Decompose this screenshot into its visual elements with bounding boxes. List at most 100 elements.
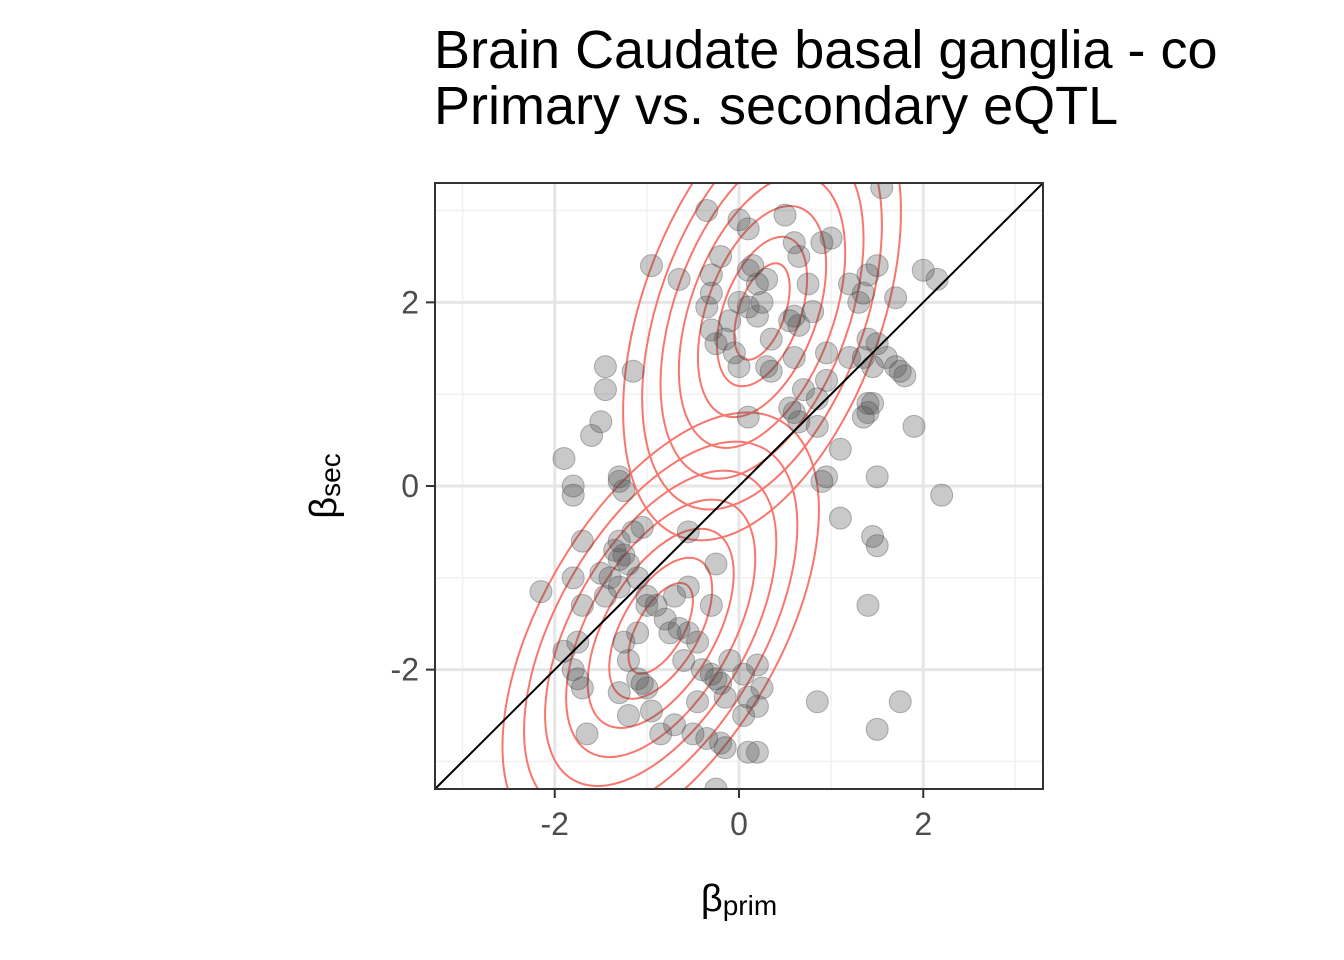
data-point <box>699 263 723 287</box>
data-point <box>732 704 756 728</box>
data-point <box>745 694 769 718</box>
x-axis-title-symbol: β <box>701 878 723 920</box>
chart-title: Brain Caudate basal ganglia - co Primary… <box>434 22 1344 134</box>
data-point <box>575 722 599 746</box>
data-point <box>805 690 829 714</box>
data-point <box>722 341 746 365</box>
data-point <box>787 410 811 434</box>
data-point <box>755 267 779 291</box>
data-point <box>736 405 760 429</box>
data-point <box>815 341 839 365</box>
data-point <box>884 286 908 310</box>
data-point <box>745 740 769 764</box>
data-point <box>695 727 719 750</box>
contour-mode-2-level-4 <box>565 498 757 759</box>
data-point <box>865 332 889 356</box>
data-point <box>709 671 733 695</box>
data-point <box>865 254 889 278</box>
data-point <box>856 391 880 415</box>
data-point <box>695 199 719 223</box>
data-point <box>699 593 723 617</box>
data-point <box>570 593 594 617</box>
data-point <box>639 254 663 278</box>
data-point <box>851 405 875 429</box>
data-point <box>598 566 622 590</box>
x-tick-label: -2 <box>541 806 569 842</box>
data-point <box>750 676 774 700</box>
data-point <box>709 731 733 755</box>
data-point <box>589 410 613 434</box>
y-tick-label: 2 <box>401 284 419 320</box>
data-point <box>607 469 631 493</box>
data-point <box>639 699 663 723</box>
data-point <box>861 355 885 379</box>
data-point <box>589 561 613 585</box>
data-point <box>736 740 760 764</box>
data-point <box>865 717 889 741</box>
data-point <box>727 290 751 314</box>
data-point <box>718 648 742 672</box>
data-point <box>552 639 576 663</box>
data-point <box>635 584 659 608</box>
y-axis-title: βsec <box>303 453 346 518</box>
data-point <box>870 183 894 200</box>
data-point <box>787 244 811 268</box>
data-point <box>676 520 700 544</box>
data-point <box>732 662 756 686</box>
data-point <box>736 258 760 282</box>
data-point <box>612 479 636 503</box>
data-point <box>865 465 889 489</box>
data-point <box>561 483 585 507</box>
x-tick-label: 0 <box>730 806 748 842</box>
data-point <box>704 777 728 789</box>
data-point <box>580 424 604 447</box>
y-axis-title-symbol: β <box>303 497 345 519</box>
x-axis-ticks: -2 0 2 <box>541 789 932 842</box>
data-point <box>778 396 802 420</box>
data-point <box>704 332 728 356</box>
data-point <box>644 593 668 617</box>
contour-mode-1-level-5 <box>659 183 865 480</box>
data-point <box>911 258 935 282</box>
data-point <box>561 566 585 590</box>
data-point <box>635 593 659 617</box>
data-point <box>801 300 825 324</box>
data-point <box>663 713 687 737</box>
data-point <box>681 722 705 746</box>
density-contours <box>501 183 902 789</box>
data-point <box>865 534 889 558</box>
data-point <box>805 387 829 411</box>
y-axis-title-subscript: sec <box>315 453 346 497</box>
data-point <box>672 648 696 672</box>
data-point <box>570 676 594 700</box>
data-point <box>718 309 742 333</box>
data-point <box>667 267 691 291</box>
scatter-points <box>529 183 954 789</box>
data-point <box>838 272 862 296</box>
data-point <box>699 318 723 342</box>
data-point <box>607 529 631 553</box>
data-point <box>630 671 654 695</box>
data-point <box>607 465 631 489</box>
data-point <box>635 676 659 700</box>
contour-mode-2-level-1 <box>627 581 694 675</box>
data-point <box>699 281 723 305</box>
x-axis-title-subscript: prim <box>723 890 777 921</box>
data-point <box>676 575 700 599</box>
x-axis-title: βprim <box>701 878 777 921</box>
data-point <box>612 630 636 654</box>
data-point <box>750 290 774 314</box>
data-point <box>884 355 908 379</box>
contour-mode-1-level-1 <box>733 262 791 361</box>
data-point <box>736 217 760 241</box>
data-point <box>874 345 898 369</box>
data-point <box>552 446 576 470</box>
data-point <box>612 543 636 567</box>
data-point <box>616 552 640 576</box>
data-point <box>893 364 917 388</box>
data-point <box>861 525 885 548</box>
x-tick-label: 2 <box>914 806 932 842</box>
data-point <box>713 685 737 709</box>
data-point <box>713 736 737 760</box>
data-point <box>653 607 677 631</box>
